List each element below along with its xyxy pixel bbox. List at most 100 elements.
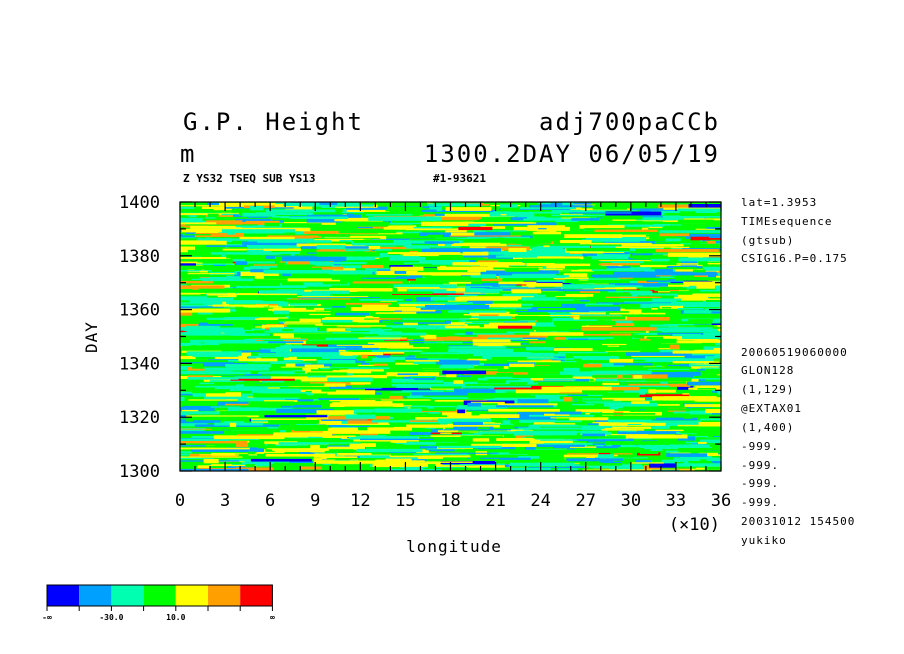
- heatmap-cell: [244, 279, 301, 284]
- heatmap-cell: [331, 449, 379, 453]
- heatmap-cell: [498, 324, 533, 329]
- heatmap-cell: [714, 279, 721, 282]
- heatmap-cell: [476, 232, 511, 237]
- heatmap-cell: [470, 285, 491, 289]
- heatmap-cell: [603, 215, 643, 220]
- heatmap-cell: [358, 337, 407, 339]
- color-bar-swatch: [208, 585, 241, 606]
- heatmap-cell: [360, 354, 368, 359]
- heatmap-cell: [283, 344, 292, 350]
- heatmap-cell: [703, 455, 721, 458]
- heatmap-cell: [224, 316, 290, 321]
- heatmap-cell: [646, 279, 684, 283]
- heatmap-cell: [324, 449, 354, 453]
- color-bar: -∞ -30.0 10.0 ∞: [42, 584, 275, 622]
- heatmap-cell: [668, 259, 684, 264]
- heatmap-cell: [512, 374, 573, 378]
- heatmap-cell: [352, 242, 412, 246]
- y-tick-label: 1400: [119, 193, 160, 213]
- heatmap-cell: [652, 396, 721, 401]
- heatmap-cell: [543, 378, 576, 381]
- heatmap-cell: [443, 429, 512, 431]
- unit-label: m: [180, 140, 196, 168]
- heatmap-cell: [180, 468, 249, 471]
- heatmap-cell: [480, 292, 500, 294]
- heatmap-cell: [313, 460, 387, 464]
- heatmap-cell: [206, 373, 244, 376]
- heatmap-cell: [694, 275, 721, 277]
- heatmap-cell: [273, 310, 289, 315]
- heatmap-cell: [503, 321, 529, 323]
- heatmap-cell: [396, 383, 466, 388]
- heatmap-cell: [447, 296, 518, 301]
- heatmap-cell: [407, 216, 482, 221]
- heatmap-cell: [627, 424, 642, 425]
- heatmap-cell: [532, 361, 555, 365]
- heatmap-cell: [615, 381, 687, 384]
- heatmap-cell: [180, 285, 225, 289]
- heatmap-cell: [255, 302, 289, 306]
- heatmap-cell: [391, 380, 443, 383]
- heatmap-cell: [278, 442, 329, 445]
- heatmap-cell: [711, 323, 721, 325]
- heatmap-cell: [401, 390, 445, 393]
- heatmap-cell: [594, 420, 616, 424]
- heatmap-cell: [485, 303, 522, 308]
- heatmap-cell: [705, 300, 721, 302]
- heatmap-cell: [509, 462, 575, 467]
- heatmap-cell: [280, 366, 330, 368]
- heatmap-cell: [467, 402, 482, 407]
- heatmap-cell: [311, 290, 350, 294]
- heatmap-cell: [335, 312, 370, 316]
- heatmap-cell: [250, 205, 264, 211]
- heatmap-cell: [577, 360, 626, 362]
- heatmap-cell: [180, 209, 214, 212]
- heatmap-cell: [602, 381, 620, 385]
- heatmap-cell: [655, 276, 675, 278]
- heatmap-cell: [258, 290, 305, 294]
- heatmap-cell: [160, 289, 171, 293]
- heatmap-cell: [566, 363, 575, 367]
- heatmap-cell: [537, 382, 575, 386]
- heatmap-cell: [469, 245, 489, 250]
- heatmap-cell: [637, 457, 689, 461]
- heatmap-cell: [641, 463, 654, 466]
- heatmap-cell: [556, 277, 565, 282]
- heatmap-cell: [394, 271, 407, 274]
- heatmap-cell: [248, 355, 289, 358]
- heatmap-cell: [180, 280, 240, 284]
- heatmap-cell: [579, 225, 625, 229]
- heatmap-cell: [201, 278, 253, 282]
- heatmap-cell: [329, 270, 373, 275]
- heatmap-cell: [405, 343, 481, 346]
- color-bar-swatch: [111, 585, 144, 606]
- heatmap-cell: [180, 217, 203, 223]
- heatmap-cell: [180, 397, 185, 401]
- info-line: lat=1.3953: [741, 196, 817, 209]
- heatmap-cell: [321, 388, 336, 392]
- heatmap-cell: [407, 396, 437, 399]
- heatmap-cell: [448, 409, 513, 411]
- heatmap-cell: [639, 444, 712, 448]
- heatmap-cell: [409, 239, 472, 241]
- heatmap-cell: [572, 281, 582, 284]
- heatmap-cell: [216, 238, 264, 241]
- heatmap-cell: [470, 443, 537, 447]
- heatmap-cell: [561, 303, 585, 308]
- heatmap-cell: [419, 259, 474, 263]
- heatmap-cell: [251, 420, 279, 422]
- heatmap-cell: [594, 287, 637, 290]
- heatmap-cell: [585, 411, 600, 415]
- heatmap-cell: [694, 428, 721, 432]
- heatmap-cell: [695, 228, 716, 230]
- heatmap-cell: [630, 303, 653, 308]
- heatmap-cell: [395, 362, 419, 365]
- heatmap-cell: [422, 455, 471, 458]
- heatmap-cell: [608, 283, 668, 287]
- heatmap-cell: [197, 462, 242, 465]
- heatmap-cell: [342, 366, 408, 368]
- heatmap-cell: [375, 248, 392, 251]
- heatmap-cell: [498, 208, 571, 210]
- heatmap-cell: [299, 450, 321, 454]
- heatmap-cell: [716, 395, 721, 398]
